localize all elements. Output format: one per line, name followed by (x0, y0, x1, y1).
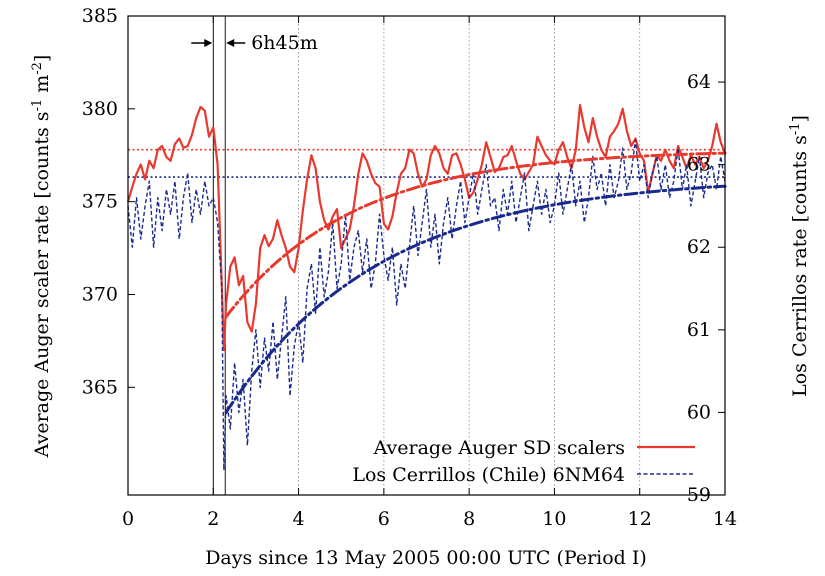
y-axis-right-title-part2: ] (789, 115, 811, 122)
y-axis-left-title-part1: Average Auger scaler rate [counts s (31, 111, 53, 458)
x-tick-label-3: 6 (378, 508, 390, 530)
x-tick-label-5: 10 (542, 508, 566, 530)
y-right-tick-label-0: 64 (687, 71, 711, 93)
x-tick-label-2: 4 (293, 508, 305, 530)
x-tick-label-0: 0 (122, 508, 134, 530)
series-line-neutron (127, 139, 726, 471)
recovery-fit-right (224, 184, 727, 414)
annotation-arrowhead-right (226, 39, 235, 47)
y-left-tick-label-1: 380 (82, 98, 118, 120)
fit-layer (224, 151, 727, 414)
y-left-tick-label-3: 370 (82, 283, 118, 305)
plot-frame (127, 15, 726, 496)
y-axis-left-title-sup1: -1 (30, 99, 45, 112)
y-right-tick-label-5: 59 (687, 484, 711, 506)
y-right-tick-label-3: 61 (687, 319, 711, 341)
annotation-group: 6h45m (191, 32, 318, 54)
y-axis-right-title-part1: Los Cerrillos rate [counts s (789, 135, 811, 397)
y-right-tick-label-2: 62 (687, 236, 711, 258)
annotation-label: 6h45m (251, 32, 318, 54)
y-axis-left-title-sup2: -2 (30, 62, 45, 75)
y-axis-right-title: Los Cerrillos rate [counts s-1] (788, 115, 811, 397)
series-line-auger (126, 103, 727, 352)
y-left-tick-label-0: 385 (82, 5, 118, 27)
x-tick-label-6: 12 (628, 508, 652, 530)
legend-label-neutron: Los Cerrillos (Chile) 6NM64 (352, 464, 625, 486)
y-right-tick-label-1: 63 (687, 154, 711, 176)
x-axis-title: Days since 13 May 2005 00:00 UTC (Period… (205, 547, 647, 569)
x-tick-label-7: 14 (713, 508, 737, 530)
y-axis-left-title-part2: m (31, 75, 53, 99)
y-axis-right-title-sup: -1 (788, 123, 803, 136)
y-left-tick-label-4: 365 (82, 376, 118, 398)
event-markers (212, 16, 226, 495)
legend: Average Auger SD scalers Los Cerrillos (… (352, 437, 695, 486)
y-axis-left-title-part3: ] (31, 55, 53, 62)
annotation-arrowhead-left (204, 39, 213, 47)
series-layer (126, 103, 727, 471)
x-tick-label-1: 2 (207, 508, 219, 530)
tick-layer: 0 2 4 6 8 10 12 14 385 380 375 370 365 64 63 62 61 60 59 (82, 5, 737, 530)
y-right-tick-label-4: 60 (687, 401, 711, 423)
x-tick-label-4: 8 (463, 508, 475, 530)
legend-label-auger: Average Auger SD scalers (373, 437, 625, 459)
y-left-tick-label-2: 375 (82, 191, 118, 213)
y-axis-left-title: Average Auger scaler rate [counts s-1 m-… (30, 55, 53, 459)
recovery-fit-left (224, 151, 727, 319)
grid-layer (212, 16, 641, 495)
